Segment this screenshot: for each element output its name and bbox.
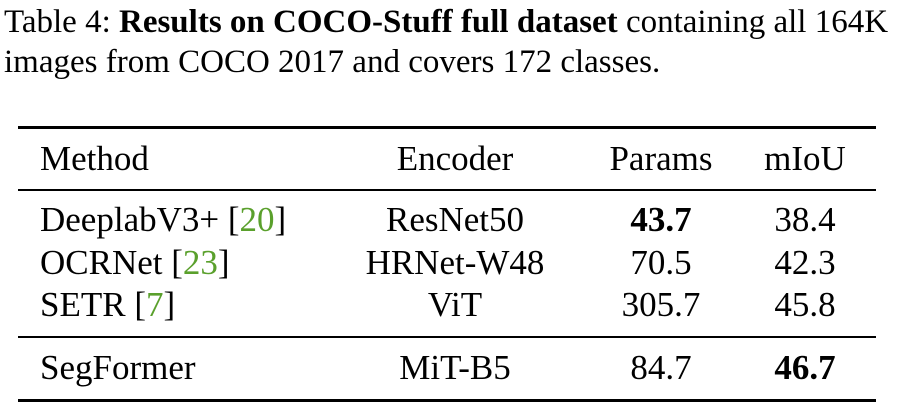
table-row-method: SegFormer [40, 348, 196, 387]
citation-link[interactable]: 7 [145, 285, 164, 324]
header-miou: mIoU [764, 139, 846, 178]
header-params: Params [609, 139, 713, 178]
table-row-params: 305.7 [621, 285, 701, 324]
caption-text: containing all 164K images from COCO 201… [4, 4, 889, 80]
header-method: Method [40, 139, 149, 178]
table-row-encoder: MiT-B5 [399, 348, 511, 387]
table-row-miou: 38.4 [774, 200, 836, 239]
header-encoder: Encoder [396, 139, 514, 178]
table-row-miou: 45.8 [774, 285, 836, 324]
table-row-encoder: ResNet50 [385, 200, 525, 239]
caption-title: Results on COCO-Stuff full dataset [118, 4, 618, 40]
citation-link[interactable]: 23 [182, 243, 218, 282]
table-row-encoder: HRNet-W48 [365, 243, 545, 282]
midrule [18, 336, 876, 338]
table-row-miou: 42.3 [774, 243, 836, 282]
table-row-miou: 46.7 [774, 348, 836, 387]
table-row-encoder: ViT [427, 285, 483, 324]
table-row-method: DeeplabV3+ [20] [40, 200, 287, 239]
table-row-params: 84.7 [630, 348, 692, 387]
caption-label: Table 4: [4, 4, 111, 40]
table-bottom-rule [18, 399, 876, 402]
table-top-rule [18, 126, 876, 129]
table-caption: Table 4: Results on COCO-Stuff full data… [4, 2, 894, 82]
table-row-params: 43.7 [630, 200, 692, 239]
table-row-params: 70.5 [630, 243, 692, 282]
table-row-method: OCRNet [23] [40, 243, 230, 282]
citation-link[interactable]: 20 [239, 200, 275, 239]
table-row-method: SETR [7] [40, 285, 176, 324]
header-rule [18, 189, 876, 191]
